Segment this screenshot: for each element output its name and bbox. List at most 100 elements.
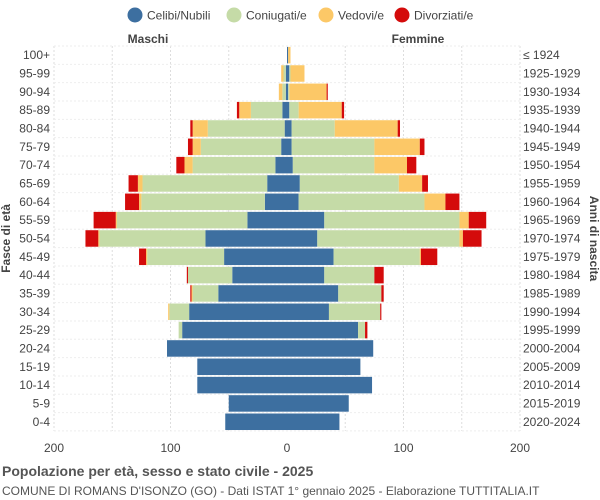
bar-male-celibi xyxy=(285,65,287,82)
legend-label: Divorziati/e xyxy=(414,9,474,23)
bar-male-divorziati xyxy=(176,156,185,174)
bar-female-divorziate xyxy=(374,266,384,284)
bar-male-vedovi xyxy=(281,65,284,82)
x-tick-label: 100 xyxy=(160,441,180,455)
bar-female-coniugate xyxy=(288,83,290,101)
bar-male-coniugati xyxy=(178,321,183,339)
bar-female-nubili xyxy=(287,101,290,119)
bar-female-nubili xyxy=(287,395,349,412)
bar-male-celibi xyxy=(285,83,287,101)
bar-female-nubili xyxy=(287,193,299,211)
bar-female-vedove xyxy=(419,248,421,266)
age-tick-label: 30-34 xyxy=(19,305,50,319)
birth-year-label: 1995-1999 xyxy=(523,323,581,337)
bar-male-vedovi xyxy=(278,83,283,101)
bar-male-celibi xyxy=(167,340,287,357)
birth-year-label: 2005-2009 xyxy=(523,360,581,374)
bar-female-nubili xyxy=(287,65,290,82)
bar-female-nubili xyxy=(287,46,289,64)
bar-male-divorziati xyxy=(93,211,116,229)
chart-source: COMUNE DI ROMANS D'ISONZO (GO) - Dati IS… xyxy=(2,484,540,498)
age-tick-label: 10-14 xyxy=(19,378,50,392)
bar-male-coniugati xyxy=(187,266,233,284)
birth-year-label: ≤ 1924 xyxy=(523,48,560,62)
bar-male-vedovi xyxy=(184,156,193,174)
bar-female-vedove xyxy=(288,46,291,64)
age-tick-label: 95-99 xyxy=(19,66,50,80)
bar-female-divorziate xyxy=(406,156,417,174)
birth-year-label: 1940-1944 xyxy=(523,121,581,135)
bar-female-divorziate xyxy=(422,175,428,192)
bar-female-divorziate xyxy=(462,230,482,247)
population-pyramid-chart: Celibi/Nubili Coniugati/e Vedovi/e Divorzia… xyxy=(0,7,600,455)
age-tick-label: 70-74 xyxy=(19,158,50,172)
age-tick-label: 25-29 xyxy=(19,323,50,337)
bar-female-vedove xyxy=(398,175,423,192)
bar-female-vedove xyxy=(459,230,463,247)
bar-female-nubili xyxy=(287,211,325,229)
bar-male-vedovi xyxy=(191,285,193,302)
bar-female-divorziate xyxy=(419,138,425,156)
bar-male-celibi xyxy=(182,321,287,339)
legend-marker xyxy=(318,7,334,23)
bar-female-coniugate xyxy=(333,248,420,266)
bar-male-vedovi xyxy=(192,120,208,137)
bar-female-coniugate xyxy=(292,156,375,174)
bar-male-divorziati xyxy=(187,138,193,156)
bar-female-coniugate xyxy=(358,321,366,339)
chart-title: Popolazione per età, sesso e stato civil… xyxy=(2,463,314,479)
legend-marker xyxy=(394,7,410,23)
age-tick-label: 80-84 xyxy=(19,121,50,135)
birth-year-label: 1950-1954 xyxy=(523,158,581,172)
bar-female-nubili xyxy=(287,248,334,266)
legend-marker xyxy=(127,7,143,23)
bar-male-coniugati xyxy=(99,230,206,247)
bar-female-nubili xyxy=(287,230,318,247)
bar-female-vedove xyxy=(374,156,407,174)
bar-female-coniugate xyxy=(298,193,425,211)
bar-male-celibi xyxy=(197,358,287,376)
bar-male-vedovi xyxy=(168,303,170,321)
bar-female-nubili xyxy=(287,83,289,101)
bar-male-celibi xyxy=(247,211,287,229)
bar-female-divorziate xyxy=(468,211,487,229)
birth-year-label: 2015-2019 xyxy=(523,396,581,410)
bar-female-nubili xyxy=(287,266,325,284)
bar-male-celibi xyxy=(225,413,287,431)
age-tick-label: 60-64 xyxy=(19,195,50,209)
birth-year-label: 1985-1989 xyxy=(523,286,581,300)
x-tick-label: 0 xyxy=(284,441,291,455)
age-tick-label: 65-69 xyxy=(19,176,50,190)
birth-year-label: 2000-2004 xyxy=(523,341,581,355)
age-tick-label: 85-89 xyxy=(19,103,50,117)
y-axis-title-right: Anni di nascita xyxy=(587,196,600,282)
bar-male-coniugati xyxy=(192,285,219,302)
bar-male-vedovi xyxy=(98,230,100,247)
x-tick-label: 200 xyxy=(510,441,530,455)
bar-female-nubili xyxy=(287,175,300,192)
legend-label: Coniugati/e xyxy=(246,9,307,23)
bar-male-coniugati xyxy=(283,65,286,82)
bar-female-coniugate xyxy=(317,230,460,247)
bar-female-divorziate xyxy=(420,248,438,266)
bar-female-nubili xyxy=(287,358,361,376)
bar-female-nubili xyxy=(287,303,329,321)
bar-female-coniugate xyxy=(324,211,460,229)
bar-female-coniugate xyxy=(289,65,291,82)
side-label-females: Femmine xyxy=(392,32,445,46)
bar-male-celibi xyxy=(189,303,287,321)
bar-female-divorziate xyxy=(326,83,328,101)
bar-male-celibi xyxy=(197,376,287,394)
bar-male-coniugati xyxy=(250,101,283,119)
bar-male-celibi xyxy=(218,285,287,302)
bar-female-coniugate xyxy=(291,120,335,137)
bar-female-divorziate xyxy=(445,193,460,211)
age-tick-label: 55-59 xyxy=(19,213,50,227)
bar-male-coniugati xyxy=(116,211,248,229)
bar-male-vedovi xyxy=(239,101,251,119)
birth-year-label: 1980-1984 xyxy=(523,268,581,282)
birth-year-label: 1960-1964 xyxy=(523,195,581,209)
bar-male-coniugati xyxy=(207,120,285,137)
bar-male-celibi xyxy=(281,138,287,156)
bar-male-vedovi xyxy=(137,175,143,192)
